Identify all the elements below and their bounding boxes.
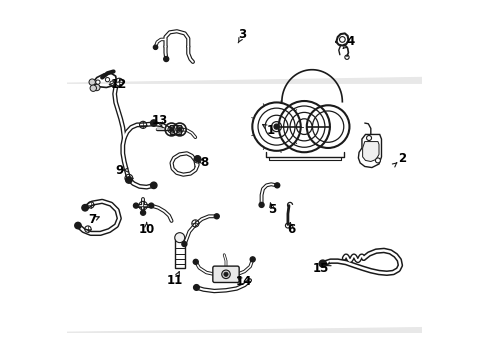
Circle shape [375, 158, 380, 163]
Text: 12: 12 [111, 78, 127, 91]
Circle shape [250, 257, 255, 262]
Text: 5: 5 [267, 203, 276, 216]
Circle shape [163, 57, 168, 62]
Circle shape [193, 259, 198, 264]
Circle shape [214, 214, 219, 219]
Text: 11: 11 [166, 274, 183, 287]
Circle shape [89, 79, 95, 85]
Bar [170, 125, 181, 134]
Circle shape [110, 81, 114, 85]
Circle shape [224, 272, 228, 276]
Circle shape [148, 203, 153, 208]
Circle shape [366, 135, 371, 140]
FancyBboxPatch shape [212, 266, 239, 283]
Circle shape [75, 222, 81, 229]
Text: 2: 2 [397, 152, 405, 165]
Text: 9: 9 [115, 163, 123, 176]
Polygon shape [66, 73, 488, 87]
Circle shape [221, 270, 230, 279]
Text: 1: 1 [266, 124, 275, 137]
Text: 14: 14 [235, 275, 251, 288]
Circle shape [182, 242, 186, 247]
Text: 8: 8 [200, 157, 208, 170]
Circle shape [125, 177, 132, 183]
Circle shape [81, 204, 88, 211]
Polygon shape [66, 308, 488, 332]
Circle shape [273, 124, 279, 129]
Text: 10: 10 [138, 222, 155, 235]
Circle shape [178, 128, 181, 131]
Text: 3: 3 [238, 28, 246, 41]
Circle shape [90, 85, 96, 91]
Circle shape [133, 203, 138, 208]
Circle shape [96, 80, 100, 84]
Text: 15: 15 [312, 262, 328, 275]
Circle shape [319, 260, 325, 267]
Circle shape [93, 84, 100, 91]
Circle shape [259, 202, 264, 207]
Circle shape [174, 233, 184, 243]
Circle shape [150, 182, 157, 189]
Circle shape [193, 285, 199, 290]
Bar [174, 238, 184, 268]
Circle shape [141, 210, 145, 215]
Text: 6: 6 [287, 222, 295, 235]
Polygon shape [362, 141, 378, 162]
Circle shape [150, 120, 157, 126]
Text: 4: 4 [346, 35, 354, 49]
Text: 13: 13 [151, 114, 167, 127]
Text: 7: 7 [88, 213, 96, 226]
Circle shape [169, 128, 173, 131]
Circle shape [153, 45, 157, 49]
Circle shape [194, 156, 200, 162]
Circle shape [105, 77, 109, 82]
Circle shape [274, 183, 279, 188]
